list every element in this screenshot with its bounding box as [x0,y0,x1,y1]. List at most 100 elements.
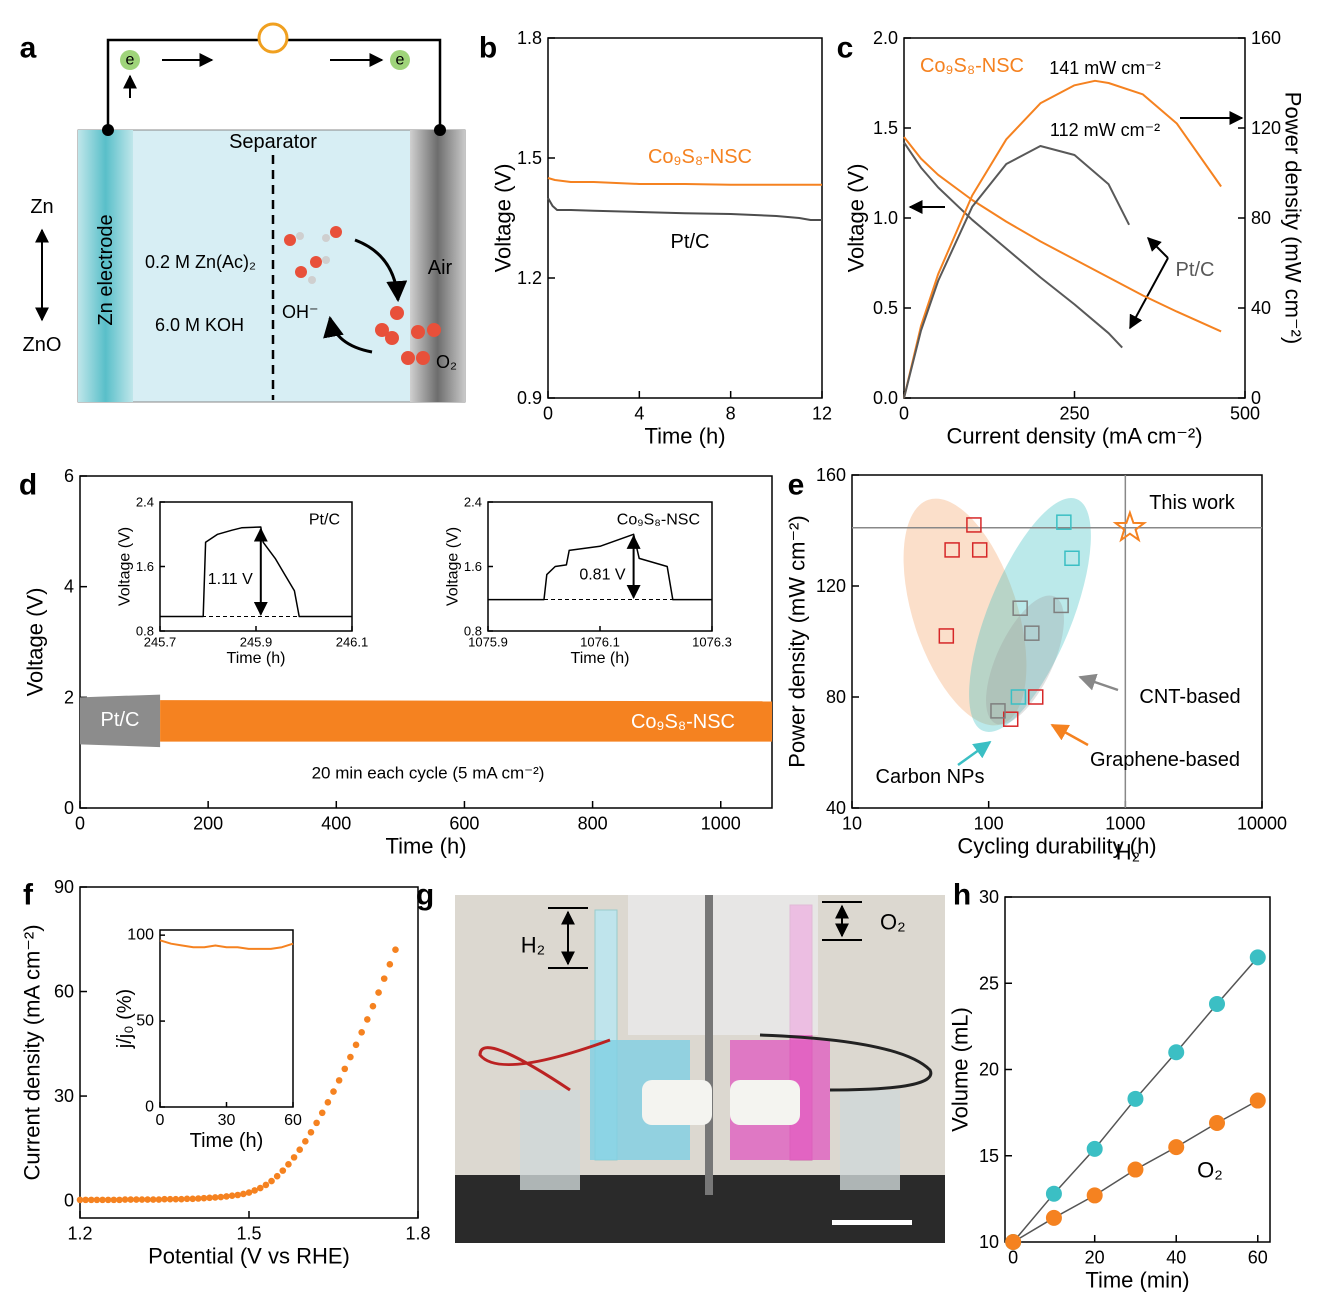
y-tick-label: 90 [54,877,74,897]
x-axis-label: Current density (mA cm⁻²) [946,423,1202,448]
label: 6.0 M KOH [155,315,244,335]
x-tick-label: 0 [156,1112,165,1129]
marker [1005,1234,1021,1250]
marker [381,975,388,982]
marker [167,1196,174,1203]
arrow [1052,725,1088,745]
x-tick-label: 0 [899,403,909,423]
y-tick-label: 1.8 [517,28,542,48]
x-axis-label: Time (h) [644,423,725,448]
x-tick-label: 1.5 [236,1223,261,1243]
y-tick-label: 120 [816,576,846,596]
y-tick-label: 1.2 [517,268,542,288]
y-tick-label: 0.8 [464,624,482,639]
x-tick-label: 1000 [701,813,741,833]
x-tick-label: 246.1 [336,635,369,650]
annotation: This work [1149,492,1236,514]
y-tick-label: 2.0 [873,28,898,48]
marker [111,1197,118,1204]
marker [251,1187,258,1194]
x-tick-label: 1076.1 [580,635,620,650]
y2-tick-label: 40 [1251,298,1271,318]
y-tick-label: 1.5 [873,118,898,138]
panel-letter: c [837,32,854,65]
marker [268,1178,275,1185]
y-tick-label: 0.9 [517,388,542,408]
marker [387,961,394,968]
rod [705,895,713,1195]
data-line [548,198,822,220]
y-tick-label: 25 [979,973,999,993]
x-tick-label: 0 [75,813,85,833]
y-tick-label: 4 [64,577,74,597]
panel-letter: b [479,32,497,65]
x-tick-label: 250 [1059,403,1089,423]
annotation: 20 min each cycle (5 mA cm⁻²) [312,764,545,783]
plot-frame [904,38,1245,398]
annotation: 141 mW cm⁻² [1049,58,1161,78]
marker [105,1197,112,1204]
y-axis-label: Volume (mL) [948,1007,973,1132]
label: 0.2 M Zn(Ac)₂ [145,252,256,272]
marker [88,1197,95,1204]
x-tick-label: 20 [1085,1247,1105,1267]
x-axis-label: Time (h) [571,650,630,667]
x-tick-label: 1.2 [67,1223,92,1243]
y-tick-label: 160 [816,465,846,485]
label: e [396,52,405,69]
marker [1087,1141,1103,1157]
data-line [904,146,1129,398]
x-tick-label: 4 [634,403,644,423]
y-tick-label: 30 [979,887,999,907]
marker [370,1003,377,1010]
annotation: Pt/C [671,231,710,253]
y-tick-label: 0.5 [873,298,898,318]
label: e [126,52,135,69]
y-axis-label: Voltage (V) [117,527,134,606]
y-tick-label: 10 [979,1232,999,1252]
marker [1046,1210,1062,1226]
bulb [259,24,287,52]
label: ZnO [23,334,62,356]
y-axis-label: Power density (mW cm⁻²) [785,515,810,767]
y-tick-label: 50 [136,1013,154,1030]
x-tick-label: 30 [218,1112,236,1129]
marker [218,1194,225,1201]
marker [280,1167,287,1174]
y-axis-label: Voltage (V) [23,588,48,697]
arrow [1080,677,1118,690]
y-tick-label: 0 [145,1099,154,1116]
y-tick-label: 80 [826,687,846,707]
x-tick-label: 10000 [1237,813,1287,833]
marker [1250,949,1266,965]
panel-letter: e [788,469,805,502]
scale-bar [832,1220,912,1225]
cell-schematic [42,24,465,402]
label: H₂ [521,933,545,958]
marker [156,1196,163,1203]
marker [274,1173,281,1180]
marker [296,1146,303,1153]
x-axis-label: Potential (V vs RHE) [148,1243,350,1268]
x-tick-label: 245.9 [240,635,273,650]
marker [1087,1187,1103,1203]
marker [358,1029,365,1036]
marker [308,1129,315,1136]
marker [139,1196,146,1203]
x-tick-label: 200 [193,813,223,833]
panel-letter: h [953,879,971,912]
marker [189,1196,196,1203]
marker [285,1161,292,1168]
y-tick-label: 1.0 [873,208,898,228]
marker [201,1195,208,1202]
x-axis-label: Time (h) [190,1130,264,1152]
marker [353,1042,360,1049]
panel-letter: d [19,469,37,502]
marker [94,1197,101,1204]
marker [184,1196,191,1203]
x-tick-label: 400 [321,813,351,833]
y-tick-label: 0 [64,798,74,818]
holder [520,1090,580,1190]
y-tick-label: 40 [826,798,846,818]
y2-tick-label: 120 [1251,118,1281,138]
